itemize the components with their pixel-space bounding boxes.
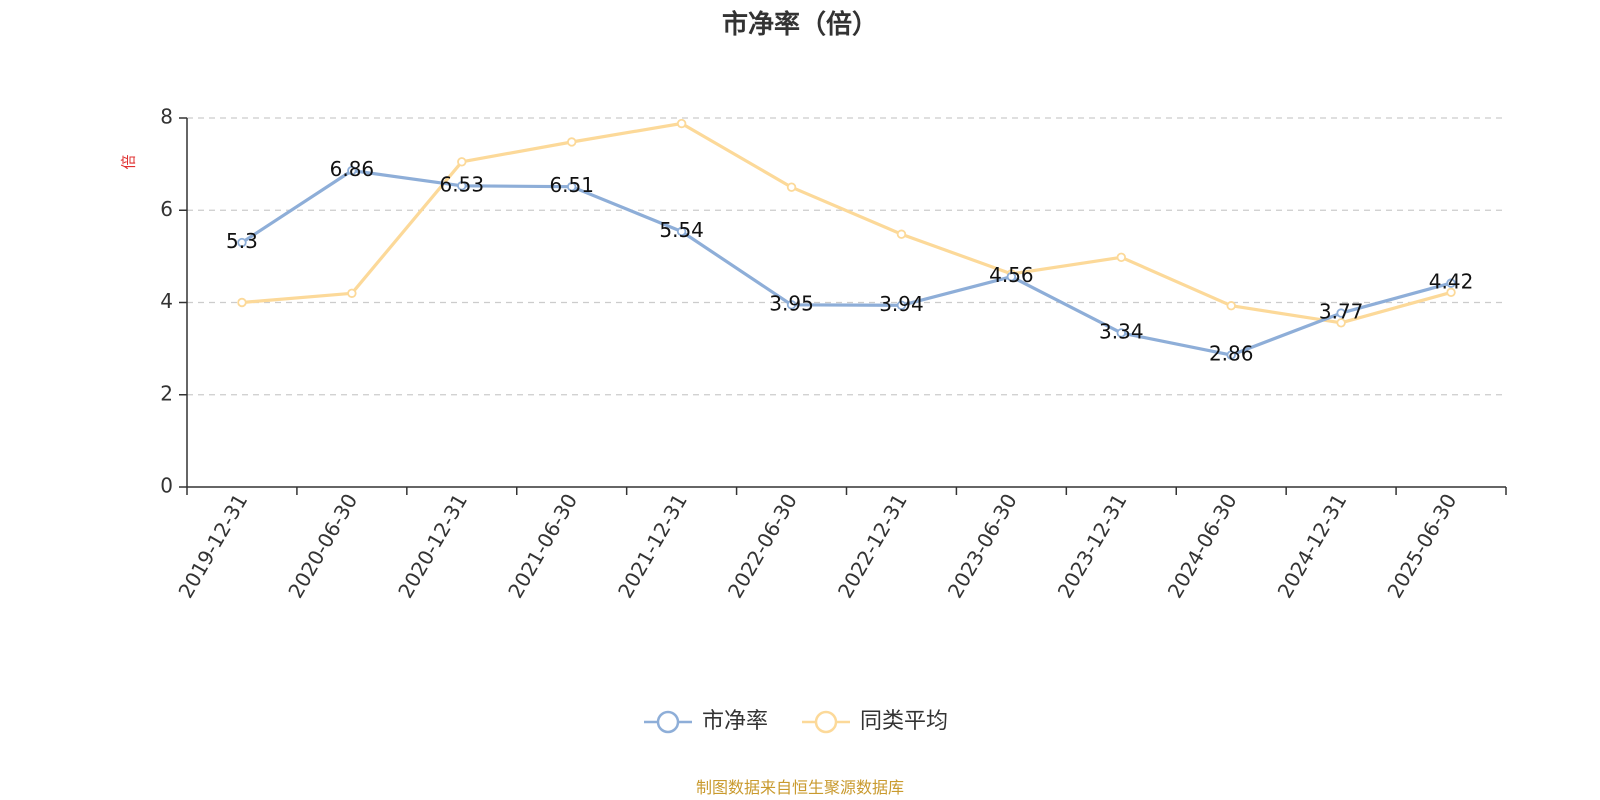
series-line-0 (241, 169, 1452, 357)
x-tick-label: 2019-12-31 (173, 490, 252, 603)
data-labels: 5.3 6.86 6.53 6.51 5.54 3.95 3.94 4.56 3.34 2.86 3… (226, 157, 1473, 365)
legend-circle-icon (814, 710, 838, 734)
x-tick-label: 2023-06-30 (943, 490, 1022, 603)
series-point-1[interactable] (676, 118, 687, 129)
x-tick-label: 2020-12-31 (393, 490, 472, 603)
data-label: 6.51 (549, 173, 594, 197)
data-label: 6.86 (330, 157, 375, 181)
data-label: 2.86 (1209, 342, 1254, 366)
data-label: 4.56 (989, 263, 1034, 287)
y-tick-label: 8 (160, 105, 173, 129)
series-point-1[interactable] (1226, 301, 1236, 311)
legend[interactable]: 市净率 同类平均 (644, 709, 948, 734)
series-point-0[interactable] (1006, 271, 1017, 282)
series-point-0[interactable] (1116, 328, 1126, 338)
chart-title: 市净率（倍） (722, 9, 878, 40)
series-point-1[interactable] (1336, 318, 1346, 328)
x-tick-label: 2023-12-31 (1053, 490, 1132, 603)
series-point-0[interactable] (896, 300, 907, 310)
y-tick-label: 0 (160, 474, 173, 498)
series-point-0[interactable] (347, 165, 357, 176)
series-line-1 (241, 121, 1452, 325)
data-source-note: 制图数据来自恒生聚源数据库 (696, 778, 904, 797)
x-tick-label: 2022-06-30 (723, 490, 802, 603)
data-label: 3.34 (1099, 319, 1144, 343)
data-label: 3.95 (769, 291, 814, 315)
data-label: 4.42 (1429, 270, 1474, 294)
series-point-0[interactable] (1226, 350, 1236, 360)
series-point-0[interactable] (676, 226, 687, 237)
series-point-1[interactable] (896, 229, 907, 239)
x-tick-label: 2021-06-30 (503, 490, 582, 603)
data-label: 5.3 (226, 229, 258, 253)
series-lines (237, 118, 1456, 360)
series-point-1[interactable] (786, 182, 797, 192)
series-point-0[interactable] (237, 237, 247, 248)
grid-lines (187, 117, 1506, 396)
legend-circle-icon (656, 710, 680, 734)
legend-label: 市净率 (702, 709, 768, 734)
x-tick-label: 2025-06-30 (1382, 490, 1461, 603)
data-label: 3.77 (1319, 300, 1364, 324)
y-tick-label: 6 (160, 197, 173, 221)
x-tick-label: 2021-12-31 (613, 490, 692, 603)
series-point-1[interactable] (457, 157, 467, 167)
series-point-0[interactable] (1446, 278, 1456, 288)
series-point-1[interactable] (237, 297, 247, 308)
data-label: 3.94 (879, 292, 924, 316)
series-point-0[interactable] (457, 181, 467, 191)
series-point-1[interactable] (1446, 287, 1456, 298)
series-point-1[interactable] (567, 137, 577, 147)
series-point-0[interactable] (1336, 308, 1346, 318)
y-tick-label: 4 (160, 289, 173, 313)
series-point-1[interactable] (1116, 252, 1126, 262)
data-label: 6.53 (440, 172, 485, 196)
series-point-0[interactable] (567, 182, 577, 192)
y-tick-label: 2 (160, 381, 173, 405)
x-tick-label: 2020-06-30 (283, 490, 362, 603)
x-tick-label: 2024-12-31 (1273, 490, 1352, 603)
y-axis-unit-label: 倍 (120, 154, 138, 169)
legend-label: 同类平均 (860, 709, 948, 734)
series-point-1[interactable] (347, 288, 357, 298)
legend-item-1[interactable]: 同类平均 (802, 709, 948, 734)
data-label: 5.54 (659, 218, 704, 242)
x-tick-label: 2022-12-31 (833, 490, 912, 603)
legend-item-0[interactable]: 市净率 (644, 709, 768, 734)
series-point-0[interactable] (786, 300, 797, 310)
x-tick-label: 2024-06-30 (1163, 490, 1242, 603)
